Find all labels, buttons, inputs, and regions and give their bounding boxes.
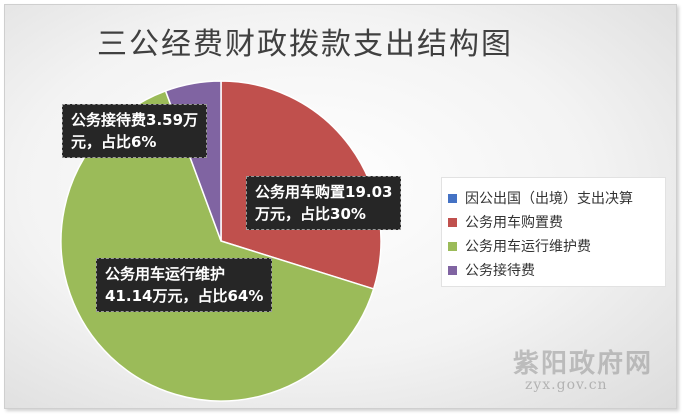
watermark-url: zyx.gov.cn: [525, 377, 608, 393]
legend-label-overseas: 因公出国（出境）支出决算: [465, 191, 633, 207]
legend-item-reception: 公务接待费: [448, 258, 659, 282]
chart-title: 三公经费财政拨款支出结构图: [97, 27, 513, 62]
chart-legend: 因公出国（出境）支出决算 公务用车购置费 公务用车运行维护费 公务接待费: [441, 177, 666, 287]
data-label-vehicle-maintenance-line2: 41.14万元，占比64%: [105, 287, 264, 305]
data-label-vehicle-purchase-line2: 万元，占比30%: [255, 205, 366, 223]
data-label-vehicle-maintenance: 公务用车运行维护 41.14万元，占比64%: [96, 258, 273, 312]
data-label-reception-line1: 公务接待费3.59万: [71, 111, 199, 129]
legend-label-vehicle-purchase: 公务用车购置费: [465, 215, 563, 231]
chart-frame: 三公经费财政拨款支出结构图 公务接待费3.59万 元，占比6% 公务用车购置19…: [4, 4, 677, 409]
watermark-name: 紫阳政府网: [513, 349, 654, 379]
legend-swatch-vehicle-maintenance: [448, 241, 457, 251]
data-label-vehicle-purchase: 公务用车购置19.03 万元，占比30%: [246, 176, 402, 230]
data-label-vehicle-maintenance-line1: 公务用车运行维护: [105, 265, 226, 283]
data-label-reception-line2: 元，占比6%: [71, 133, 157, 151]
legend-item-overseas: 因公出国（出境）支出决算: [448, 186, 659, 210]
data-label-reception: 公务接待费3.59万 元，占比6%: [62, 104, 208, 158]
legend-label-vehicle-maintenance: 公务用车运行维护费: [465, 239, 591, 255]
legend-swatch-reception: [448, 265, 457, 275]
legend-item-vehicle-purchase: 公务用车购置费: [448, 210, 659, 234]
legend-swatch-overseas: [448, 193, 457, 203]
data-label-vehicle-purchase-line1: 公务用车购置19.03: [255, 183, 393, 201]
legend-swatch-vehicle-purchase: [448, 217, 457, 227]
legend-label-reception: 公务接待费: [465, 263, 535, 279]
legend-item-vehicle-maintenance: 公务用车运行维护费: [448, 234, 659, 258]
